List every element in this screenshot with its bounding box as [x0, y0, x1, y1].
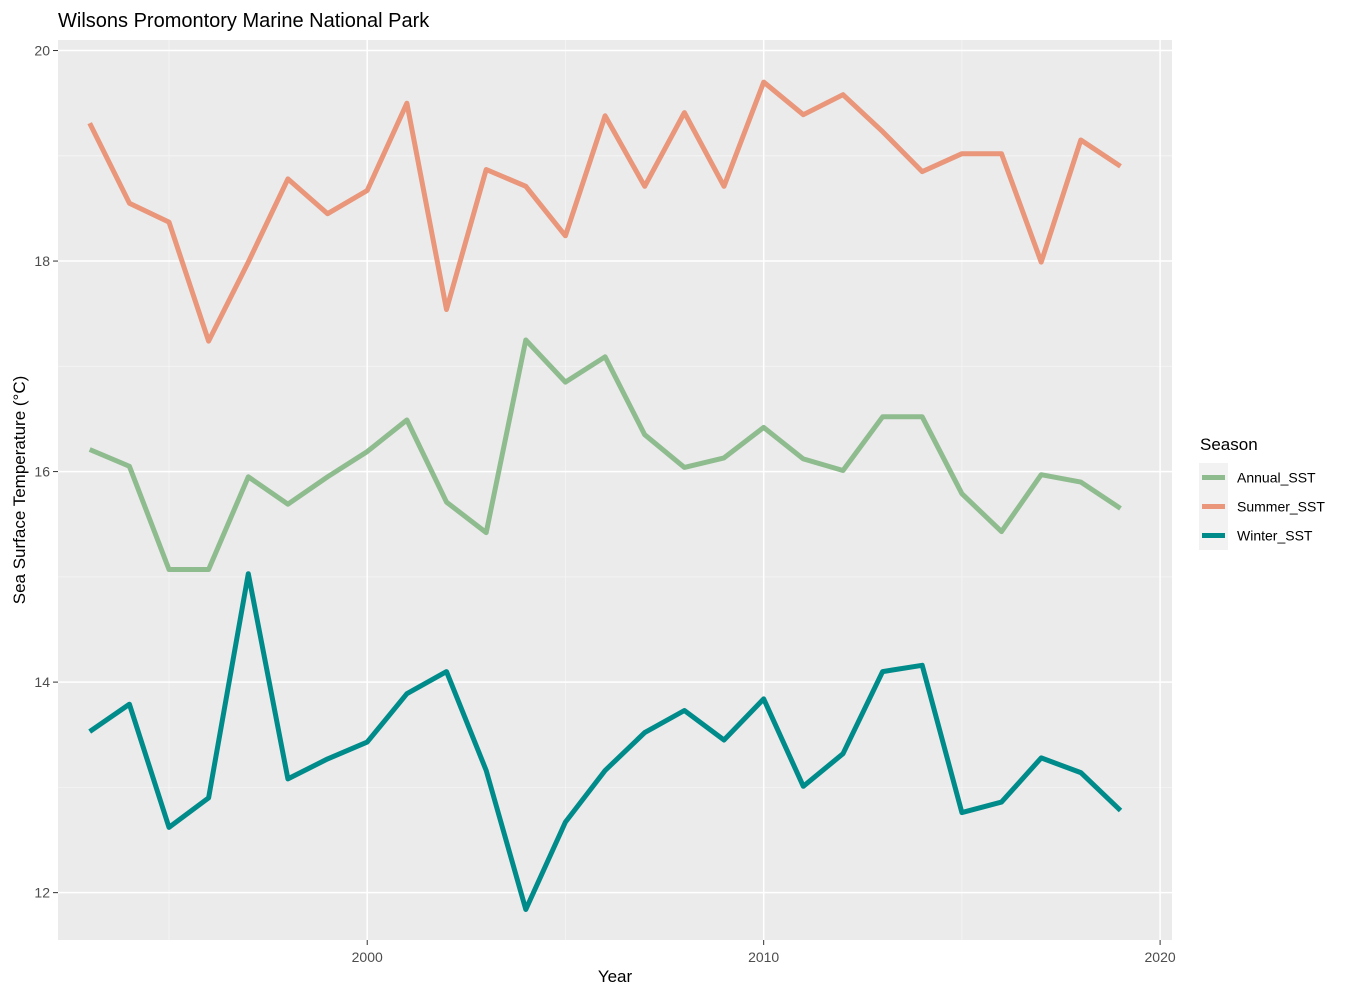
- chart-title: Wilsons Promontory Marine National Park: [58, 10, 430, 32]
- x-axis-label: Year: [598, 967, 633, 986]
- legend: Season Annual_SST Summer_SST Winter_SST: [1199, 435, 1325, 550]
- y-tick-label: 20: [34, 43, 50, 59]
- series-line-summer-sst: [87, 79, 1122, 344]
- series-line-annual-sst: [88, 337, 1122, 572]
- legend-label-summer-sst: Summer_SST: [1237, 499, 1325, 515]
- y-tick-label: 14: [34, 674, 50, 690]
- y-tick-label: 12: [34, 885, 50, 901]
- minor-gridlines: [58, 40, 1172, 940]
- x-tick-label: 2010: [748, 949, 779, 965]
- major-gridlines: [58, 40, 1172, 940]
- legend-label-winter-sst: Winter_SST: [1237, 528, 1313, 544]
- y-tick-label: 18: [34, 253, 50, 269]
- plot-panel: [58, 40, 1172, 940]
- series-line-winter-sst: [88, 571, 1123, 912]
- axes: 2000 2010 2020 12 14 16 18 20: [34, 43, 1175, 965]
- legend-label-annual-sst: Annual_SST: [1237, 470, 1316, 486]
- x-tick-label: 2020: [1145, 949, 1176, 965]
- legend-title: Season: [1200, 435, 1258, 454]
- series-lines: [87, 79, 1123, 912]
- y-tick-label: 16: [34, 464, 50, 480]
- y-axis-label: Sea Surface Temperature (°C): [10, 376, 29, 605]
- x-tick-label: 2000: [352, 949, 383, 965]
